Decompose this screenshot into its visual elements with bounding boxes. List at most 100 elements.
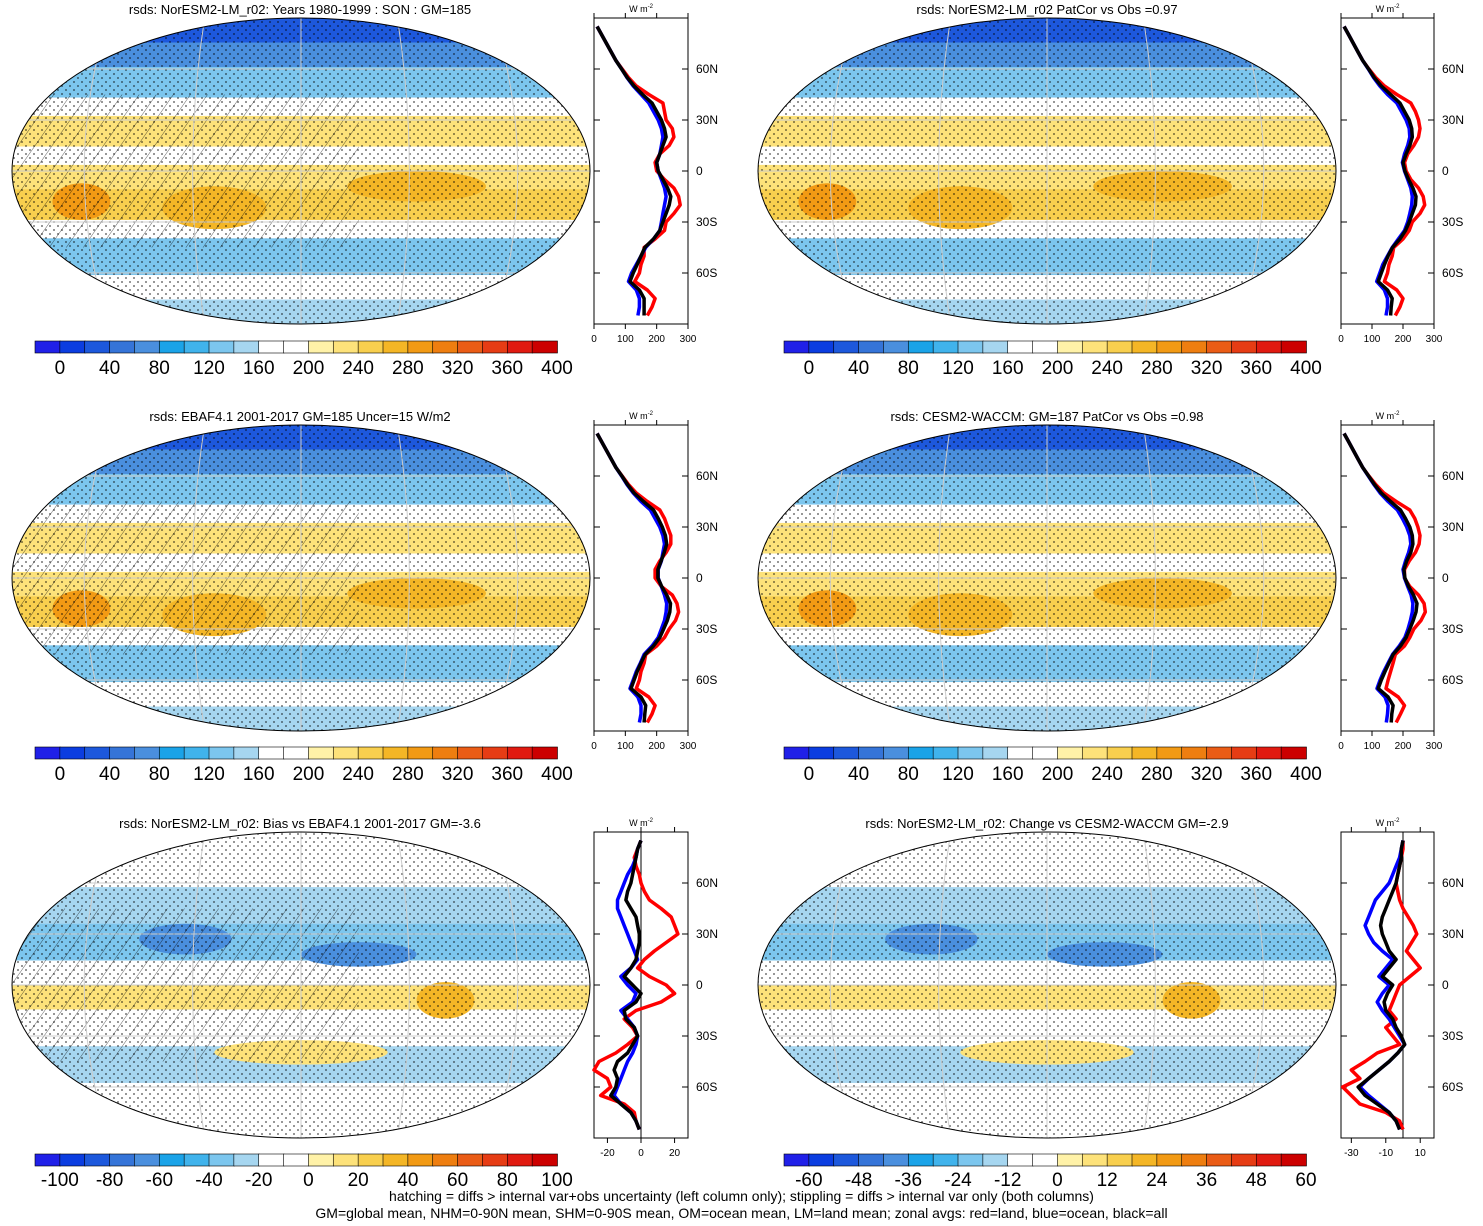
colorbar-swatch: [883, 340, 910, 354]
colorbar-swatch: [308, 746, 335, 760]
zonal-x-tick-label: -20: [600, 1148, 615, 1159]
colorbar-swatch: [158, 340, 185, 354]
zonal-x-tick-label: 200: [648, 334, 665, 345]
colorbar-swatch: [883, 1153, 910, 1167]
lat-tick-label: 0: [696, 571, 703, 585]
colorbar-swatch: [858, 340, 885, 354]
colorbar-swatch: [1007, 746, 1034, 760]
colorbar-swatch: [482, 340, 509, 354]
map-field: [12, 832, 590, 1138]
colorbar-swatch: [1280, 746, 1307, 760]
colorbar-swatch: [932, 340, 959, 354]
colorbar-swatch: [482, 746, 509, 760]
colorbar-tick-label: 40: [848, 764, 869, 785]
colorbar-swatch: [1057, 1153, 1084, 1167]
zonal-x-tick-label: 100: [1364, 334, 1381, 345]
panel-3: rsds: EBAF4.1 2001-2017 GM=185 Uncer=15 …: [11, 409, 718, 785]
colorbar-tick-label: 36: [1196, 1170, 1217, 1191]
colorbar-swatch: [1255, 1153, 1282, 1167]
zonal-x-tick-label: 100: [1364, 741, 1381, 752]
colorbar-swatch: [432, 746, 459, 760]
colorbar-swatch: [283, 340, 310, 354]
colorbar-swatch: [84, 1153, 111, 1167]
colorbar-swatch: [1007, 340, 1034, 354]
colorbar-swatch: [833, 340, 860, 354]
colorbar-tick-label: 240: [342, 764, 374, 785]
colorbar-tick-label: -24: [944, 1170, 972, 1191]
colorbar-swatch: [134, 746, 161, 760]
colorbar-swatch: [907, 1153, 934, 1167]
colorbar-tick-label: 120: [193, 358, 225, 379]
panel-title: rsds: EBAF4.1 2001-2017 GM=185 Uncer=15 …: [149, 409, 450, 424]
colorbar-swatch: [1156, 1153, 1183, 1167]
zonal-axes: [593, 17, 689, 325]
panel-5: rsds: NorESM2-LM_r02: Bias vs EBAF4.1 20…: [11, 816, 718, 1191]
colorbar-swatch: [833, 746, 860, 760]
colorbar-swatch: [858, 1153, 885, 1167]
map-field: [758, 18, 1336, 324]
colorbar-swatch: [932, 746, 959, 760]
zonal-units-label: W m-2: [1376, 4, 1400, 14]
colorbar-swatch: [1231, 1153, 1258, 1167]
colorbar-swatch: [34, 746, 61, 760]
colorbar-swatch: [957, 340, 984, 354]
colorbar-swatch: [258, 746, 285, 760]
panel-4: rsds: CESM2-WACCM: GM=187 PatCor vs Obs …: [757, 409, 1464, 785]
map-field: [12, 18, 590, 324]
colorbar-swatch: [34, 1153, 61, 1167]
colorbar-swatch: [1131, 340, 1158, 354]
colorbar-tick-label: 160: [243, 764, 275, 785]
lat-tick-label: 60S: [696, 266, 717, 280]
colorbar-swatch: [233, 1153, 260, 1167]
colorbar-tick-label: 120: [942, 764, 974, 785]
zonal-series-all: [609, 839, 643, 1131]
zonal-units-label: W m-2: [629, 4, 653, 14]
colorbar-tick-label: -20: [245, 1170, 272, 1191]
colorbar-swatch: [208, 1153, 235, 1167]
colorbar-swatch: [233, 340, 260, 354]
colorbar-tick-label: 400: [541, 358, 573, 379]
footnote-line-2: GM=global mean, NHM=0-90N mean, SHM=0-90…: [315, 1205, 1168, 1221]
colorbar-tick-label: 360: [491, 764, 523, 785]
colorbar-swatch: [982, 340, 1009, 354]
colorbar-swatch: [407, 340, 434, 354]
zonal-x-tick-label: 200: [648, 741, 665, 752]
colorbar-swatch: [382, 1153, 409, 1167]
colorbar-swatch: [783, 340, 810, 354]
colorbar-swatch: [1131, 746, 1158, 760]
zonal-x-tick-label: 20: [669, 1148, 681, 1159]
lat-tick-label: 0: [1442, 571, 1449, 585]
lat-tick-label: 30N: [696, 113, 718, 127]
colorbar-swatch: [1106, 746, 1133, 760]
colorbar-tick-label: 360: [491, 358, 523, 379]
lat-tick-label: 30N: [696, 520, 718, 534]
colorbar-tick-label: 120: [193, 764, 225, 785]
colorbar-swatch: [457, 340, 484, 354]
colorbar-swatch: [1280, 1153, 1307, 1167]
colorbar-swatch: [932, 1153, 959, 1167]
lat-tick-label: 0: [696, 164, 703, 178]
colorbar-tick-label: 200: [293, 764, 325, 785]
zonal-axes: [593, 424, 689, 732]
lat-tick-label: 60N: [696, 62, 718, 76]
colorbar-swatch: [332, 1153, 359, 1167]
colorbar-tick-label: 320: [1191, 764, 1223, 785]
colorbar-swatch: [183, 340, 210, 354]
colorbar-swatch: [134, 1153, 161, 1167]
colorbar-swatch: [506, 340, 533, 354]
lat-tick-label: 30S: [1442, 622, 1463, 636]
colorbar-tick-label: 160: [992, 358, 1024, 379]
panel-title: rsds: NorESM2-LM_r02 PatCor vs Obs =0.97: [916, 2, 1177, 17]
lat-tick-label: 60N: [1442, 62, 1464, 76]
colorbar-swatch: [907, 746, 934, 760]
colorbar-swatch: [1131, 1153, 1158, 1167]
colorbar-swatch: [1081, 746, 1108, 760]
colorbar-swatch: [1255, 746, 1282, 760]
map-outline: [11, 17, 591, 325]
map-outline: [757, 831, 1337, 1139]
map-outline: [11, 424, 591, 732]
zonal-x-tick-label: 300: [680, 741, 697, 752]
colorbar-swatch: [258, 1153, 285, 1167]
map-field: [12, 425, 590, 731]
